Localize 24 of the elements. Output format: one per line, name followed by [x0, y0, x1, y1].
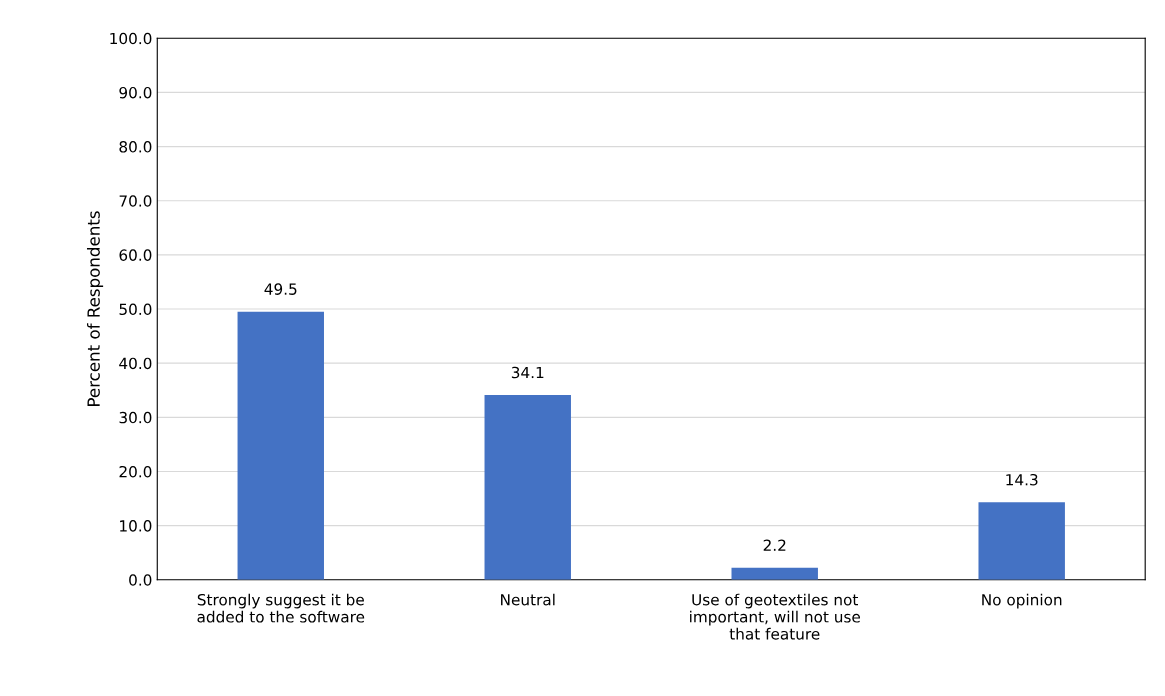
bar — [237, 311, 324, 580]
y-tick-label: 40.0 — [119, 357, 152, 370]
y-tick-label: 70.0 — [119, 195, 152, 207]
y-axis-title: Percent of Respondents — [86, 211, 104, 406]
x-tick-label: Strongly suggest it be added to the software — [197, 593, 365, 623]
data-label: 14.3 — [1006, 473, 1038, 486]
y-tick-label: 50.0 — [119, 303, 152, 316]
data-label: 49.5 — [264, 283, 297, 295]
y-tick-label: 100.0 — [110, 32, 152, 45]
y-tick-label: 80.0 — [119, 141, 152, 153]
y-tick-label: 60.0 — [119, 249, 152, 261]
y-tick-label: 90.0 — [119, 86, 152, 99]
x-tick-label: Neutral — [501, 593, 555, 606]
y-tick-label: 30.0 — [119, 411, 152, 424]
data-label: 2.2 — [763, 539, 786, 551]
y-tick-label: 10.0 — [120, 520, 152, 532]
x-tick-label: No opinion — [982, 593, 1062, 609]
bar — [484, 395, 571, 580]
bar — [978, 502, 1065, 580]
x-tick-label: Use of geotextiles not important, will not use that feature — [690, 593, 861, 640]
data-label: 34.1 — [511, 366, 544, 379]
y-tick-label: 0.0 — [129, 574, 152, 586]
y-tick-label: 20.0 — [119, 465, 152, 478]
bar — [731, 567, 818, 580]
